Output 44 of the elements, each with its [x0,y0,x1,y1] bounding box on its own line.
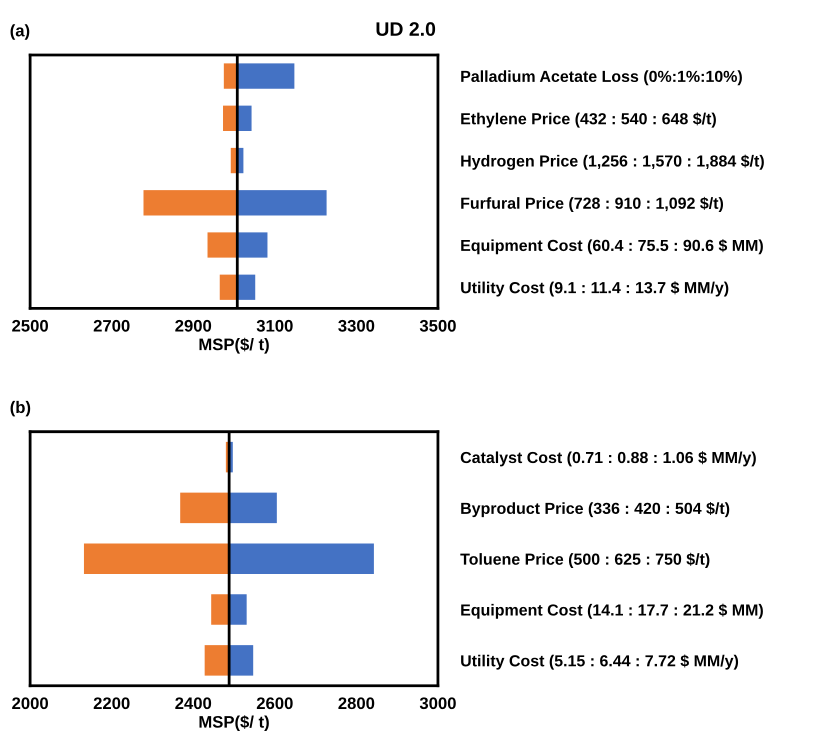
x-axis-title: MSP($/ t) [199,715,269,732]
y-tick-label: Utility Cost (5.15 : 6.44 : 7.72 $ MM/y) [461,654,738,670]
bar [237,274,256,300]
y-tick-label: Equipment Cost (14.1 : 17.7 : 21.2 $ MM) [461,604,763,619]
bar [237,106,252,131]
text: (b) [10,400,30,416]
bar [204,645,230,676]
x-tick-label: 3000 [420,697,456,710]
bar [229,594,247,625]
y-tick-label: Byproduct Price (336 : 420 : 504 $/t) [461,502,730,518]
y-tick-label: Toluene Price (500 : 625 : 750 $/t) [460,552,710,568]
y-tick-label: Hydrogen Price (1,256 : 1,570 : 1,884 $/t) [461,154,764,170]
chart-title: UD 2.0 [376,22,436,36]
y-tick-label: Palladium Acetate Loss (0%:1%:10%) [461,70,742,86]
x-tick-label: 2500 [12,320,48,332]
bar [237,190,327,216]
text: (a) [10,24,30,40]
bar [211,594,230,625]
bar [220,274,238,300]
x-tick-label: 2000 [12,697,48,710]
x-tick-label: 2800 [338,697,374,710]
x-tick-label: 2700 [94,320,130,332]
bar [229,543,374,574]
x-tick-label: 3100 [256,320,293,332]
bar [143,190,238,216]
bar [229,645,254,676]
x-tick-label: 2200 [94,697,130,710]
y-tick-label: Furfural Price (728 : 910 : 1,092 $/t) [461,196,724,212]
x-tick-label: 3300 [338,320,374,332]
bar [84,543,230,574]
x-tick-label: 2900 [175,320,212,332]
y-tick-label: Ethylene Price (432 : 540 : 648 $/t) [461,112,716,128]
bar [180,492,230,524]
y-tick-label: Catalyst Cost (0.71 : 0.88 : 1.06 $ MM/y) [460,451,756,466]
x-axis-title: MSP($/ t) [199,338,269,354]
bar [229,492,277,524]
x-tick-label: 2600 [256,697,293,710]
bar [237,63,294,89]
x-tick-label: 2400 [175,697,212,710]
x-tick-label: 3500 [420,320,456,332]
bar [208,232,238,258]
bar [237,232,268,258]
y-tick-label: Utility Cost (9.1 : 11.4 : 13.7 $ MM/y) [461,281,728,296]
y-tick-label: Equipment Cost (60.4 : 75.5 : 90.6 $ MM) [461,239,763,254]
